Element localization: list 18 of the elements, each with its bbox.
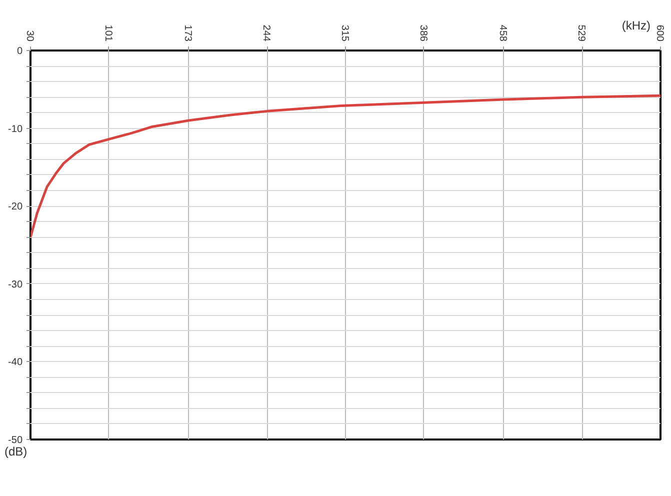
x-tick-label: 101 [102,24,114,42]
line-series [30,94,660,238]
x-tick-label: 30 [24,30,35,42]
x-tick-label: 529 [576,24,587,42]
x-tick-label: 386 [417,24,428,42]
y-tick-label: -20 [8,202,23,213]
x-tick-label: 173 [182,24,194,42]
x-tick-label: 600 [654,24,665,42]
y-tick-label: 0 [16,46,23,57]
x-tick-label: 315 [339,24,350,42]
y-tick-label: -10 [8,124,23,135]
x-tick-label: 244 [260,24,272,42]
x-tick-label: 458 [497,24,508,42]
y-tick-label: -30 [8,279,23,290]
y-tick-label: -50 [8,435,23,446]
y-axis-title: (dB) [4,444,28,458]
x-axis-title: (kHz) [622,18,651,32]
y-tick-label: -40 [8,357,23,368]
